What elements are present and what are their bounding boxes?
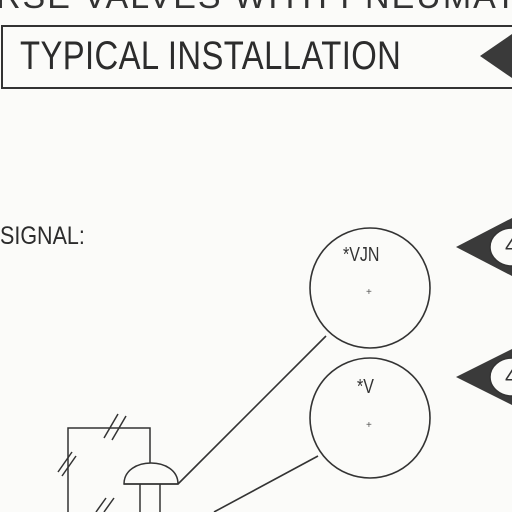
connector-line-upper <box>177 335 327 485</box>
instrument-circle-v <box>309 357 431 479</box>
center-mark-v: + <box>366 420 372 431</box>
arrow-tab-1 <box>456 218 512 276</box>
title-arrow-tab <box>480 34 512 78</box>
signal-label: SIGNAL: <box>0 222 85 250</box>
center-mark-vjn: + <box>366 287 372 298</box>
arrow-tab-number-2: 4 <box>505 364 512 389</box>
title-box <box>1 25 512 89</box>
page-title: TYPICAL INSTALLATION <box>20 34 402 78</box>
instrument-label-v: *V <box>357 376 374 398</box>
connector-line-lower <box>213 455 319 512</box>
instrument-label-vjn: *VJN <box>343 244 380 266</box>
arrow-tab-number-1: 4 <box>505 233 512 258</box>
valve-assembly <box>57 413 179 512</box>
header-cut-text: RSE VALVES WITH PNEUMATI <box>0 0 512 17</box>
arrow-tab-2 <box>456 349 512 405</box>
instrument-circle-vjn <box>309 227 431 349</box>
